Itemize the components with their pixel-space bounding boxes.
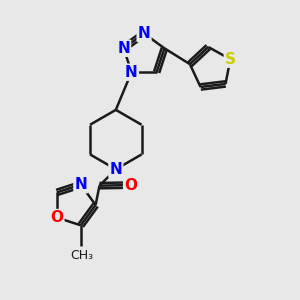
Text: O: O [50, 210, 63, 225]
Text: N: N [110, 162, 122, 177]
Text: CH₃: CH₃ [71, 249, 94, 262]
Text: S: S [225, 52, 236, 67]
Text: N: N [125, 65, 138, 80]
Text: N: N [74, 177, 87, 192]
Text: N: N [117, 41, 130, 56]
Text: N: N [138, 26, 150, 41]
Text: O: O [124, 178, 137, 193]
